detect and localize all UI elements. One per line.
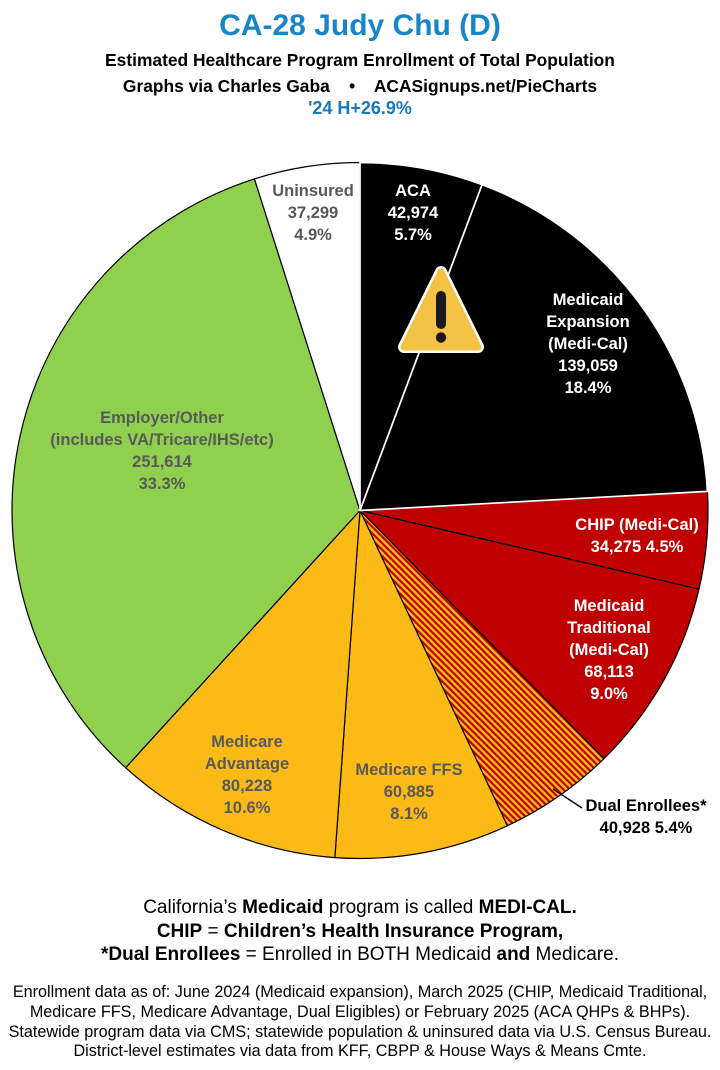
pie-label-medex: Medicaid Expansion (Medi-Cal) 139,059 18.4% [546,291,630,397]
pie-slice-medtrad [359,509,700,760]
pie-label-ffs: Medicare FFS 60,885 8.1% [355,761,463,823]
notes-line-1: California’s Medicaid program is called … [143,897,577,918]
footer-line-1: Enrollment data as of: June 2024 (Medica… [12,983,708,1001]
notes-line-3: *Dual Enrollees = Enrolled in BOTH Medic… [101,944,619,965]
footer-line-2: Medicare FFS, Medicare Advantage, Dual E… [29,1002,691,1021]
pie-slice-ffs [334,509,508,860]
page-title: CA-28 Judy Chu (D) [219,9,501,42]
warning-icon [398,266,484,353]
credit-line: Graphs via Charles Gaba • ACASignups.net… [122,76,598,96]
pie-label-employer: Employer/Other (includes VA/Tricare/IHS/e… [50,409,274,493]
subtitle: Estimated Healthcare Program Enrollment … [105,50,615,70]
pie-label-medtrad: Medicaid Traditional (Medi-Cal) 68,113 9.0% [567,597,651,703]
pie-slice-medex [359,183,709,512]
warning-exclamation-bar [436,291,446,329]
pie-label-medadv: Medicare Advantage 80,228 10.6% [204,733,290,817]
pie-slice-employer [11,178,361,769]
dual-enrollees-leader-line [552,788,583,809]
pie-label-uninsured: Uninsured 37,299 4.9% [272,182,354,244]
footer-line-3: Statewide program data via CMS; statewid… [8,1022,712,1041]
warning-exclamation-dot [435,332,447,343]
pie-label-dual: Dual Enrollees* 40,928 5.4% [585,797,707,837]
footer-line-4: District-level estimates via data from K… [73,1042,647,1061]
pie-label-aca: ACA 42,974 5.7% [387,182,439,244]
notes-line-2: CHIP = Children’s Health Insurance Progr… [156,920,564,942]
notes-block: California’s Medicaid program is called … [0,896,720,967]
pie-label-chip: CHIP (Medi-Cal) 34,275 4.5% [575,516,699,556]
footer-block: Enrollment data as of: June 2024 (Medica… [0,983,720,1062]
enrollment-change-note: '24 H+26.9% [308,98,412,118]
pie-slice-medadv [125,509,361,859]
